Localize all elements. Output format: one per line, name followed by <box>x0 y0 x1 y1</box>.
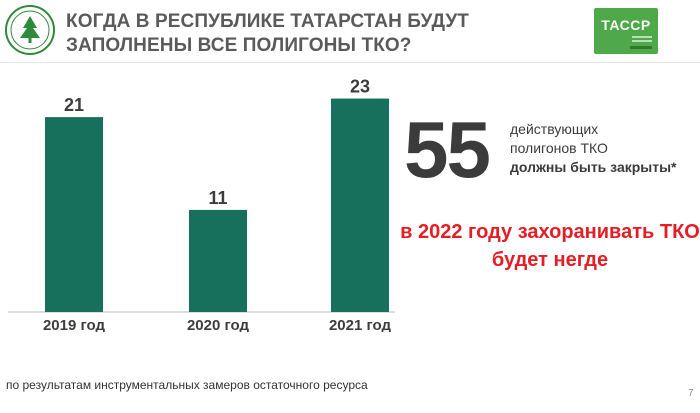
bar-2019 год <box>45 117 103 312</box>
page-title: КОГДА В РЕСПУБЛИКЕ ТАТАРСТАН БУДУТ ЗАПОЛ… <box>66 11 469 56</box>
category-label: 2020 год <box>187 317 250 332</box>
caption-line-bold: должны быть закрыты* <box>510 159 677 175</box>
bar-value-label: 21 <box>64 95 84 115</box>
organization-emblem-logo <box>4 4 56 56</box>
closing-landfills-count: 55 <box>404 105 491 194</box>
bar-value-label: 11 <box>208 188 227 208</box>
logo-decoration <box>632 40 652 42</box>
tassr-logo: ТАССР <box>594 8 658 54</box>
page-number: 7 <box>688 388 694 399</box>
warning-statement: в 2022 году захоранивать ТКО будет негде <box>400 221 700 271</box>
category-label: 2019 год <box>43 317 106 332</box>
closing-landfills-caption: действующих полигонов ТКО должны быть за… <box>510 120 700 177</box>
category-label: 2021 год <box>329 317 392 332</box>
caption-line: полигонов ТКО <box>510 140 608 156</box>
footnote: по результатам инструментальных замеров … <box>6 378 368 392</box>
bar-chart: 21 11 23 2019 год 2020 год 2021 год <box>8 77 395 332</box>
logo-decoration <box>632 36 652 38</box>
header-divider <box>0 62 700 63</box>
bar-2021 год <box>331 98 389 312</box>
bar-value-label: 23 <box>350 77 370 97</box>
tassr-logo-text: ТАССР <box>601 17 651 33</box>
caption-line: действующих <box>510 121 599 137</box>
bar-2020 год <box>189 209 247 312</box>
logo-decoration <box>630 46 652 49</box>
